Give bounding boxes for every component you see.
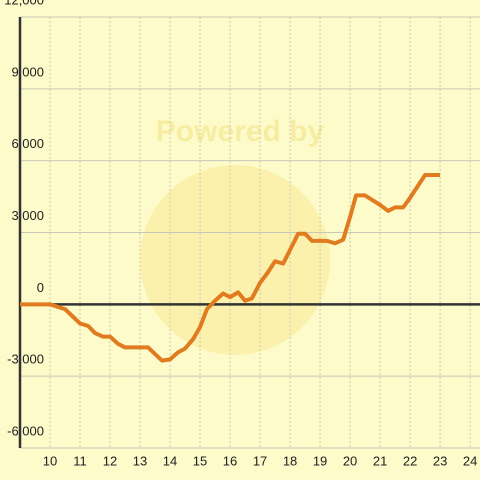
- x-tick-label: 16: [223, 453, 237, 468]
- watermark: Powered by: [156, 115, 325, 148]
- x-tick-label: 17: [253, 453, 267, 468]
- y-tick-label: 0: [37, 280, 44, 295]
- watermark-logo: [140, 165, 330, 355]
- y-tick-label: 6,000: [11, 136, 44, 151]
- line: [20, 173, 441, 363]
- x-tick-label: 10: [43, 453, 57, 468]
- x-tick-label: 21: [373, 453, 387, 468]
- x-tick-label: 18: [283, 453, 297, 468]
- y-tick-label: -3,000: [7, 352, 44, 367]
- x-tick-label: 23: [433, 453, 447, 468]
- y-tick-label: -6,000: [7, 423, 44, 438]
- y-tick-label: 12,000: [4, 0, 44, 7]
- x-tick-label: 15: [193, 453, 207, 468]
- x-tick-label: 24: [463, 453, 477, 468]
- x-tick-label: 11: [73, 453, 87, 468]
- x-tick-label: 22: [403, 453, 417, 468]
- x-tick-label: 13: [133, 453, 147, 468]
- x-tick-label: 14: [163, 453, 177, 468]
- x-tick-label: 19: [313, 453, 327, 468]
- x-tick-label: 12: [103, 453, 117, 468]
- x-tick-label: 20: [343, 453, 357, 468]
- y-tick-label: 9,000: [11, 64, 44, 79]
- y-tick-label: 3,000: [11, 208, 44, 223]
